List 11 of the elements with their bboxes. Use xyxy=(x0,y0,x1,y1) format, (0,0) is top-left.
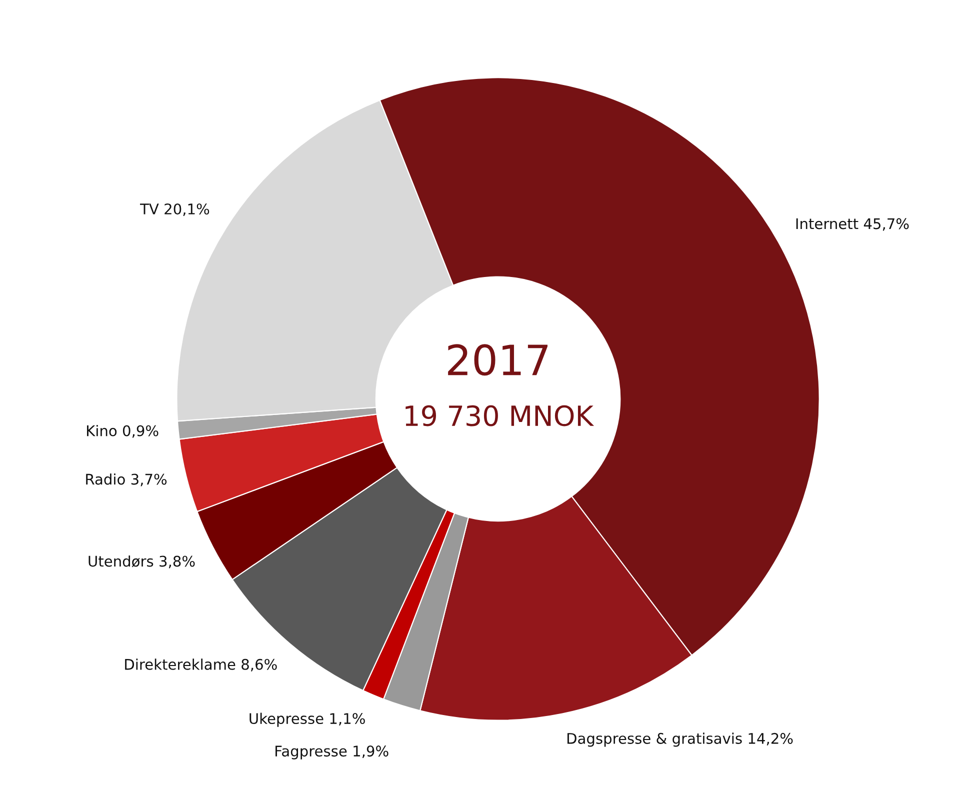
slice-label: TV 20,1% xyxy=(140,203,210,216)
slice-label: Dagspresse & gratisavis 14,2% xyxy=(567,732,793,747)
slice-label: Direktereklame 8,6% xyxy=(125,658,277,672)
slice-label: Radio 3,7% xyxy=(86,473,167,486)
text: 19 730 MNOK xyxy=(406,405,594,426)
text: 2017 xyxy=(448,344,548,376)
slice-label: Internett 45,7% xyxy=(796,218,909,231)
slice-label: Utendørs 3,8% xyxy=(88,555,195,568)
slice-label: Ukepresse 1,1% xyxy=(250,712,365,727)
slice-label: Kino 0,9% xyxy=(87,424,158,438)
slice-label: Fagpresse 1,9% xyxy=(276,746,388,760)
